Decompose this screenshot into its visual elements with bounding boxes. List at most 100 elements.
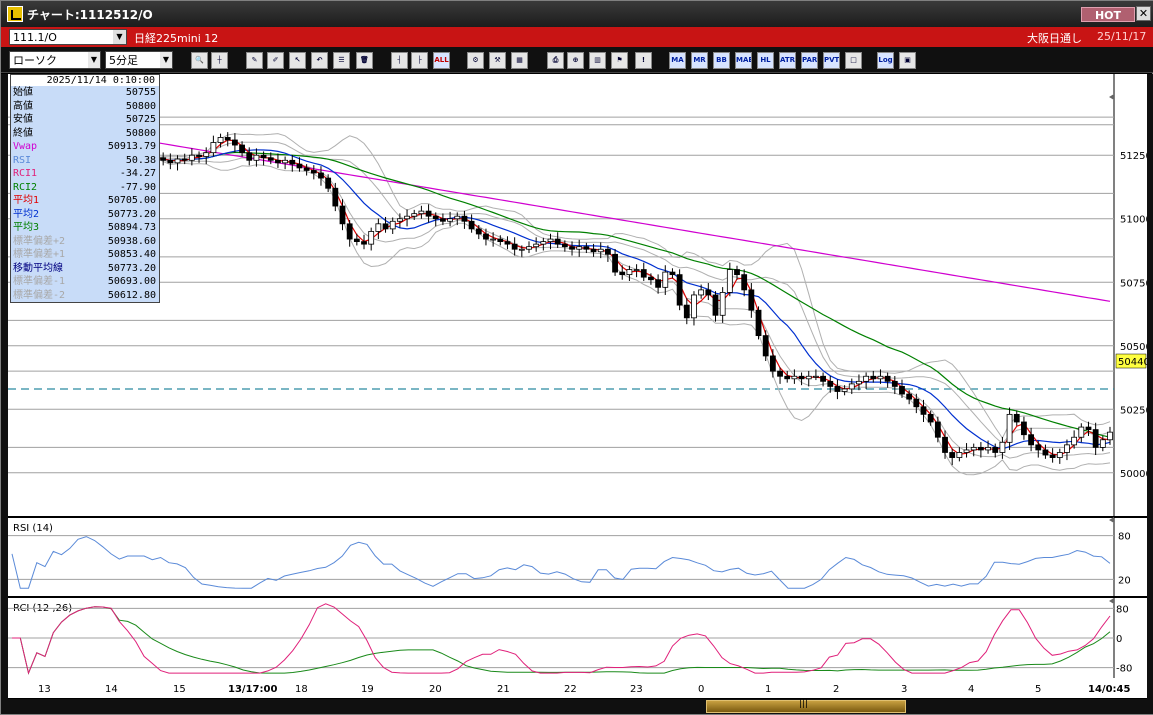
toolbar-ma-button[interactable]: MA [669,52,686,69]
data-row-value: 50913.79 [107,141,156,152]
rci-tick-label: 80 [1116,604,1129,615]
toolbar-log-button[interactable]: Log [877,52,894,69]
candle-body [676,274,683,306]
toolbar-par-button[interactable]: PAR [801,52,818,69]
grid-icon[interactable]: ▥ [589,52,606,69]
candle-body [1085,426,1092,431]
rci-tick-label: -80 [1116,664,1132,675]
undo-icon[interactable]: ↶ [311,52,328,69]
chart-app-icon [7,6,23,22]
palette-icon[interactable]: ▦ [511,52,528,69]
brush-icon[interactable]: ✐ [267,52,284,69]
symbol-bar: 111.1/O ▼ 日経225mini 12 大阪日通し 25/11/17 [1,27,1153,47]
bb-lower2-line [155,157,1111,476]
toolbar-pvt-button[interactable]: PVT [823,52,840,69]
chevron-down-icon[interactable]: ▼ [113,30,126,44]
symbol-code-select[interactable]: 111.1/O ▼ [9,29,127,45]
cursor-icon[interactable]: ↖ [289,52,306,69]
current-price-badge [1115,353,1147,369]
undo-icon-glyph: ↶ [316,56,323,64]
candle-body [691,294,697,319]
interval-select[interactable]: 5分足 ▼ [105,51,173,69]
pen-icon-glyph: ✎ [251,56,258,64]
pen-icon[interactable]: ✎ [246,52,263,69]
scroll-arrow-icon [1109,598,1114,604]
candle-body [411,213,418,217]
toolbar-log-label: Log [878,56,893,64]
time-tick-label: 15 [173,684,186,695]
data-row-label: Vwap [13,141,38,152]
cursor-icon-glyph: ↖ [294,56,301,64]
candle-body [267,157,274,161]
list-icon[interactable]: ☰ [333,52,350,69]
candle-body [827,380,834,387]
data-row-value: -34.27 [119,168,156,179]
scrollbar-thumb[interactable] [706,699,906,713]
candle-body [884,375,891,382]
candle-body [518,248,525,251]
candle-body [497,238,504,243]
candle-body [877,375,884,380]
chart-type-select[interactable]: ローソク ▼ [9,51,101,69]
gear-icon[interactable]: ⚙ [467,52,484,69]
time-tick-label: 23 [630,684,643,695]
candle-body [597,248,604,253]
hot-button[interactable]: HOT [1081,7,1135,22]
chevron-down-icon[interactable]: ▼ [160,52,172,68]
flag-icon[interactable]: ⚑ [611,52,628,69]
box-icon[interactable]: □ [845,52,862,69]
trash-icon[interactable]: 🗑 [356,52,373,69]
title-bar[interactable]: チャート:1112512/O HOT ✕ [1,1,1153,27]
print-icon[interactable]: ⎙ [547,52,564,69]
data-row-value: 50.38 [125,154,156,166]
toolbar-hl-button[interactable]: HL [757,52,774,69]
data-row: 標準偏差-1 50693.00 [11,275,159,289]
data-row: RCI1 -34.27 [11,167,159,181]
data-row: 平均3 50894.73 [11,221,159,235]
candle-body [856,380,862,385]
gear-icon-glyph: ⚙ [472,56,479,64]
search-icon[interactable]: 🔍 [191,52,208,69]
close-icon[interactable]: ✕ [1136,6,1151,21]
save-icon[interactable]: ▣ [899,52,916,69]
zoom-icon[interactable]: ⊕ [567,52,584,69]
toolbar-mae-button[interactable]: MAE [735,52,752,69]
time-tick-label: 14 [105,684,118,695]
data-row-label: RCI2 [13,181,38,193]
candle-body [440,218,446,222]
candle-body [375,223,382,232]
toolbar-all-button[interactable]: ALL [433,52,450,69]
flag-icon-glyph: ⚑ [616,56,623,64]
candle-body [942,436,948,453]
data-row: 始値 50755 [11,86,159,100]
candle-body [1049,454,1056,458]
box-icon-glyph: □ [850,56,857,64]
candle-body [447,218,453,222]
time-scrollbar[interactable] [8,699,1147,714]
bar1-icon[interactable]: ┤ [391,52,408,69]
toolbar-bb-button[interactable]: BB [713,52,730,69]
bar2-icon[interactable]: ├ [411,52,428,69]
candle-body [511,243,518,250]
candle-body [526,246,532,250]
crosshair-icon[interactable]: ┼ [211,52,228,69]
toolbar-mr-button[interactable]: MR [691,52,708,69]
candle-body [232,139,238,146]
candle-body [282,159,289,164]
chart-canvas[interactable]: 50000 50250 50500 50750 51000 51250 50440 RSI (… [8,74,1147,678]
chevron-down-icon[interactable]: ▼ [88,52,100,68]
candle-body [504,241,511,245]
candle-body [798,375,805,380]
chart-area[interactable]: 50000 50250 50500 50750 51000 51250 50440 RSI (… [8,74,1147,678]
rsi-line [11,536,1111,589]
data-row: RSI 50.38 [11,154,159,168]
toolbar-atr-button[interactable]: ATR [779,52,796,69]
candle-body [533,243,540,248]
data-row-value: 50773.20 [107,262,156,274]
data-row-label: RCI1 [13,168,38,179]
current-price-label: 50440 [1118,357,1147,368]
candle-body [1064,444,1070,453]
info-icon[interactable]: ! [635,52,652,69]
candle-body [891,380,898,387]
wrench-icon[interactable]: ⚒ [489,52,506,69]
